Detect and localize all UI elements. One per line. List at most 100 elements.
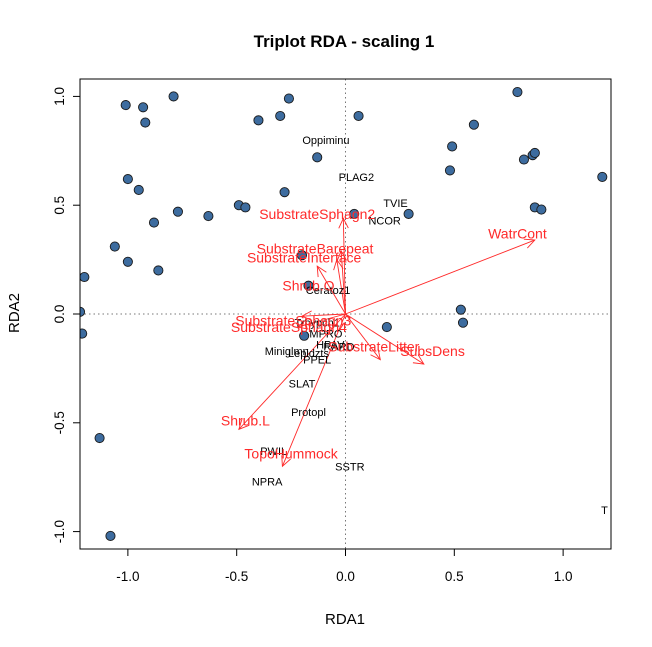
env-label: WatrCont (488, 225, 547, 241)
site-point (457, 317, 469, 328)
env-arrow-head (300, 310, 313, 321)
env-arrow-head (281, 455, 291, 468)
env-label: Shrub.O (282, 278, 334, 294)
species-label: TVIE (383, 198, 407, 210)
env-arrow-head (238, 418, 250, 431)
site-point (444, 165, 456, 176)
y-tick-label: -0.5 (52, 411, 67, 434)
x-tick-label: 0.5 (445, 569, 464, 584)
env-label: SubstrateLitter (328, 339, 419, 355)
environment-labels: WatrCont SubstrateSphagn2 SubstrateBarepea… (221, 206, 547, 461)
env-arrow-shaft (345, 239, 535, 315)
x-tick-label: 0.0 (336, 569, 355, 584)
env-arrow-head (370, 348, 381, 361)
env-arrow-head (336, 249, 347, 262)
y-tick-label: 1.0 (52, 87, 67, 106)
site-point (518, 154, 530, 165)
site-point (122, 256, 133, 267)
site-point (122, 174, 133, 185)
x-tick-label: -0.5 (225, 569, 248, 584)
species-label: Protopl (291, 407, 326, 419)
species-label: SSTR (335, 461, 364, 473)
site-point (105, 530, 116, 541)
site-point (94, 432, 105, 444)
site-point (455, 304, 466, 315)
site-point (279, 187, 290, 198)
species-label: PPEL (303, 355, 331, 367)
x-axis: -1.0 -0.5 0.0 0.5 1.0 (116, 549, 573, 584)
env-arrow-shaft (238, 313, 346, 430)
site-point (312, 152, 323, 163)
env-arrow-head (316, 265, 327, 278)
site-point (80, 328, 88, 339)
site-point (296, 250, 308, 261)
species-label: RARD (323, 342, 354, 354)
site-point (275, 110, 286, 122)
env-arrow-shaft (345, 313, 381, 360)
species-label: PLAG2 (339, 172, 374, 184)
species-label: HPAV (316, 339, 345, 351)
species-label: Miniglmn (265, 346, 309, 358)
site-point (168, 91, 179, 102)
site-point (529, 147, 540, 159)
x-tick-label: -1.0 (116, 569, 139, 584)
site-point (148, 217, 160, 228)
site-point (133, 184, 144, 196)
y-axis: -1.0 -0.5 0.0 0.5 1.0 (52, 87, 80, 543)
site-point (283, 93, 294, 104)
site-point (109, 241, 120, 252)
env-label: Shrub.L (221, 413, 270, 429)
env-arrow-head (523, 238, 536, 249)
site-point (353, 110, 364, 122)
y-axis-label: RDA2 (6, 293, 23, 333)
species-label: NPRA (252, 477, 283, 489)
species-label: Ceratoz1 (306, 285, 351, 297)
site-point (597, 171, 608, 182)
env-arrow-shaft (301, 313, 346, 317)
site-point (140, 117, 151, 128)
site-point (138, 102, 149, 113)
site-point (153, 265, 164, 276)
y-tick-label: 0.5 (52, 196, 67, 215)
site-point (172, 206, 183, 217)
y-tick-label: 0.0 (52, 305, 67, 324)
y-tick-label: -1.0 (52, 520, 67, 543)
env-label: SubstrateSphagn4 (231, 319, 347, 335)
env-arrow-shaft (281, 313, 346, 467)
env-label: TopoHummock (244, 445, 338, 461)
env-arrow-shaft (336, 259, 346, 315)
site-point (253, 115, 264, 126)
chart-title: Triplot RDA - scaling 1 (254, 32, 435, 51)
x-tick-label: 1.0 (554, 569, 573, 584)
site-point (80, 271, 90, 283)
site-point (447, 141, 458, 152)
species-label: T (601, 505, 608, 517)
site-point (536, 204, 547, 215)
site-point (120, 100, 131, 111)
env-arrow-head (333, 258, 344, 271)
species-label: Lepidzts (288, 348, 329, 360)
env-label: SubstrateSphagn3 (235, 313, 351, 329)
environment-arrows (238, 217, 536, 468)
site-point (299, 330, 310, 341)
species-label: MPRO (309, 329, 342, 341)
env-label: SubstrateInterface (247, 249, 362, 265)
env-arrow-head (338, 217, 349, 229)
site-point (240, 202, 251, 213)
x-axis-label: RDA1 (325, 611, 365, 628)
env-label: SubstrateBarepeat (257, 241, 374, 257)
env-arrow-shaft (340, 250, 346, 315)
env-arrow-shaft (342, 218, 346, 315)
site-point (303, 280, 314, 291)
site-point (349, 208, 360, 219)
site-point (468, 119, 479, 130)
env-arrow-shaft (316, 265, 346, 315)
env-label: SubstrateSphagn2 (259, 206, 375, 222)
site-point (381, 322, 392, 333)
env-arrow-shaft (345, 313, 425, 365)
species-label: SLAT (289, 379, 316, 391)
site-point (403, 208, 414, 219)
site-points (80, 87, 608, 541)
species-label: Oppiminu (302, 135, 349, 147)
